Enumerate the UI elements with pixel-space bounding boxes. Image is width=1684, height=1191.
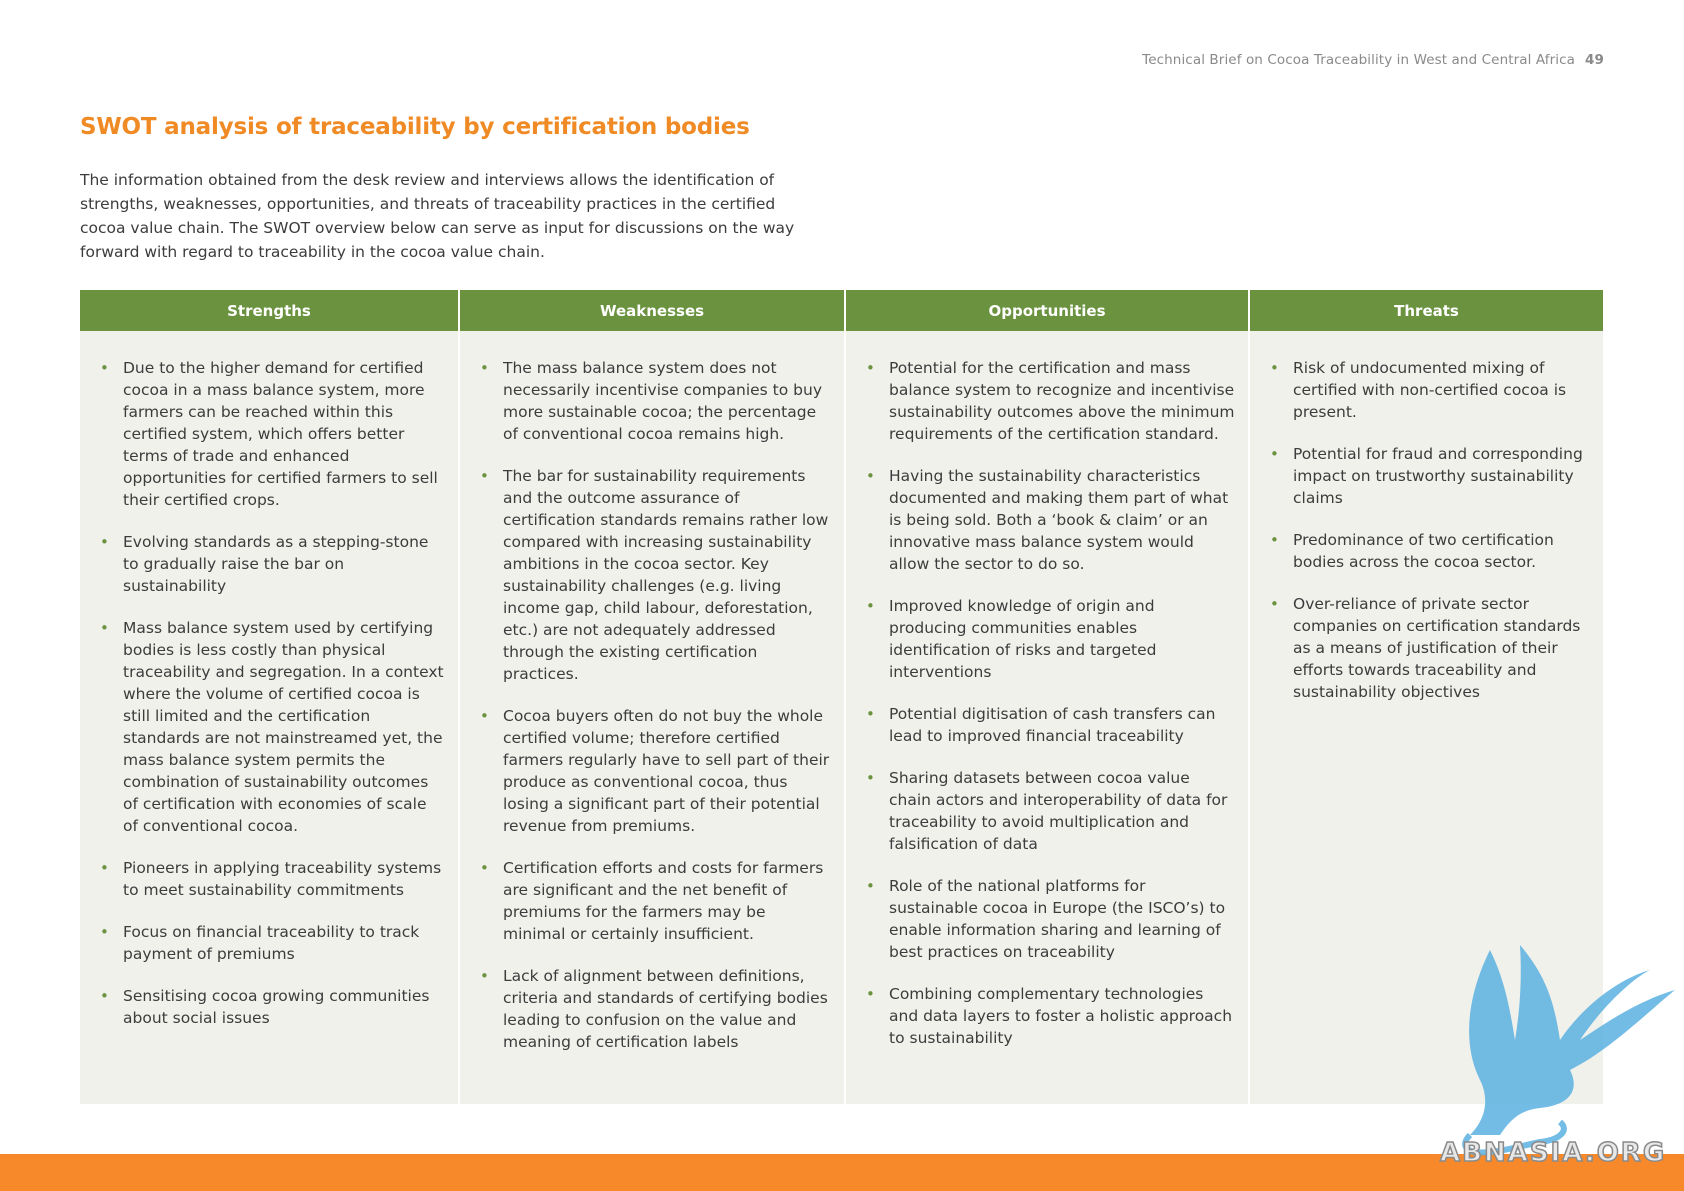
watermark-text: ABNASIA.ORG <box>1439 1137 1667 1169</box>
threats-list: Risk of undocumented mixing of certified… <box>1268 357 1591 703</box>
list-item: Predominance of two certification bodies… <box>1268 529 1591 573</box>
running-header: Technical Brief on Cocoa Traceability in… <box>1142 52 1604 68</box>
list-item: Sensitising cocoa growing communities ab… <box>98 985 446 1029</box>
swot-heading-weaknesses: Weaknesses <box>460 290 844 331</box>
list-item: Cocoa buyers often do not buy the whole … <box>478 705 832 837</box>
page-number: 49 <box>1585 52 1604 68</box>
strengths-list: Due to the higher demand for certified c… <box>98 357 446 1029</box>
list-item: Pioneers in applying traceability system… <box>98 857 446 901</box>
list-item: Lack of alignment between definitions, c… <box>478 965 832 1053</box>
swot-body-strengths: Due to the higher demand for certified c… <box>80 331 458 1049</box>
list-item: Mass balance system used by certifying b… <box>98 617 446 837</box>
swot-heading-threats: Threats <box>1250 290 1603 331</box>
footer-bar <box>0 1154 1684 1191</box>
list-item: Combining complementary technologies and… <box>864 983 1236 1049</box>
swot-column-strengths: Strengths Due to the higher demand for c… <box>80 290 460 1104</box>
swot-column-opportunities: Opportunities Potential for the certific… <box>846 290 1250 1104</box>
opportunities-list: Potential for the certification and mass… <box>864 357 1236 1049</box>
list-item: Evolving standards as a stepping-stone t… <box>98 531 446 597</box>
list-item: Sharing datasets between cocoa value cha… <box>864 767 1236 855</box>
swot-body-threats: Risk of undocumented mixing of certified… <box>1250 331 1603 723</box>
running-header-text: Technical Brief on Cocoa Traceability in… <box>1142 52 1575 68</box>
swot-body-weaknesses: The mass balance system does not necessa… <box>460 331 844 1073</box>
list-item: Improved knowledge of origin and produci… <box>864 595 1236 683</box>
intro-paragraph: The information obtained from the desk r… <box>80 171 795 261</box>
list-item: Risk of undocumented mixing of certified… <box>1268 357 1591 423</box>
griffin-watermark-icon <box>1462 945 1675 1156</box>
list-item: The bar for sustainability requirements … <box>478 465 832 685</box>
list-item: Potential for fraud and corresponding im… <box>1268 443 1591 509</box>
swot-heading-opportunities: Opportunities <box>846 290 1248 331</box>
list-item: Focus on financial traceability to track… <box>98 921 446 965</box>
swot-table: Strengths Due to the higher demand for c… <box>80 290 1603 1104</box>
list-item: Over-reliance of private sector companie… <box>1268 593 1591 703</box>
swot-column-threats: Threats Risk of undocumented mixing of c… <box>1250 290 1603 1104</box>
list-item: Certification efforts and costs for farm… <box>478 857 832 945</box>
list-item: Potential for the certification and mass… <box>864 357 1236 445</box>
list-item: The mass balance system does not necessa… <box>478 357 832 445</box>
weaknesses-list: The mass balance system does not necessa… <box>478 357 832 1053</box>
swot-column-weaknesses: Weaknesses The mass balance system does … <box>460 290 846 1104</box>
swot-body-opportunities: Potential for the certification and mass… <box>846 331 1248 1069</box>
list-item: Due to the higher demand for certified c… <box>98 357 446 511</box>
page-title: SWOT analysis of traceability by certifi… <box>80 114 750 140</box>
list-item: Potential digitisation of cash transfers… <box>864 703 1236 747</box>
list-item: Role of the national platforms for susta… <box>864 875 1236 963</box>
swot-heading-strengths: Strengths <box>80 290 458 331</box>
list-item: Having the sustainability characteristic… <box>864 465 1236 575</box>
